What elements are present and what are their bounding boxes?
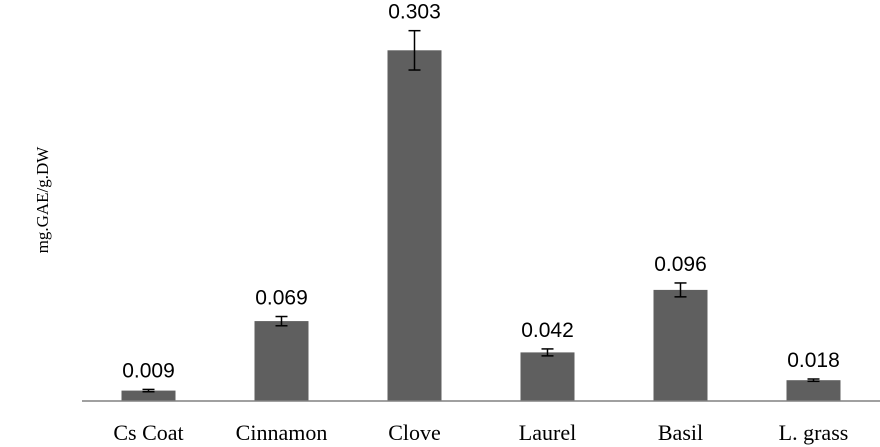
data-label-4: 0.096 — [654, 253, 707, 276]
error-bar-0 — [142, 388, 155, 393]
category-labels-group: Cs Coat Cinnamon Clove Laurel Basil L. grass — [113, 420, 848, 445]
bar-4 — [653, 289, 708, 401]
error-bars-group — [142, 29, 820, 393]
category-label-3: Laurel — [519, 420, 576, 445]
data-label-2: 0.303 — [388, 1, 441, 24]
error-bar-5 — [807, 378, 820, 383]
data-label-1: 0.069 — [255, 287, 308, 310]
error-bar-3 — [541, 348, 554, 357]
data-label-0: 0.009 — [122, 359, 175, 382]
data-label-5: 0.018 — [787, 349, 840, 372]
data-labels-group: 0.009 0.069 0.303 0.042 0.096 0.018 — [122, 1, 840, 383]
category-label-2: Clove — [388, 420, 441, 445]
data-label-3: 0.042 — [521, 319, 574, 342]
bar-2 — [387, 50, 442, 402]
bar-0 — [121, 390, 176, 401]
category-label-5: L. grass — [779, 420, 849, 445]
category-label-4: Basil — [658, 420, 703, 445]
category-label-0: Cs Coat — [113, 420, 183, 445]
error-bar-1 — [275, 315, 288, 327]
category-label-1: Cinnamon — [236, 420, 328, 445]
bar-5 — [786, 380, 841, 401]
bars-group — [121, 50, 841, 402]
bar-3 — [520, 352, 575, 401]
error-bar-4 — [674, 282, 687, 298]
y-axis-label: mg.GAE/g.DW — [33, 146, 52, 254]
bar-1 — [254, 321, 309, 401]
error-bar-2 — [408, 29, 421, 71]
